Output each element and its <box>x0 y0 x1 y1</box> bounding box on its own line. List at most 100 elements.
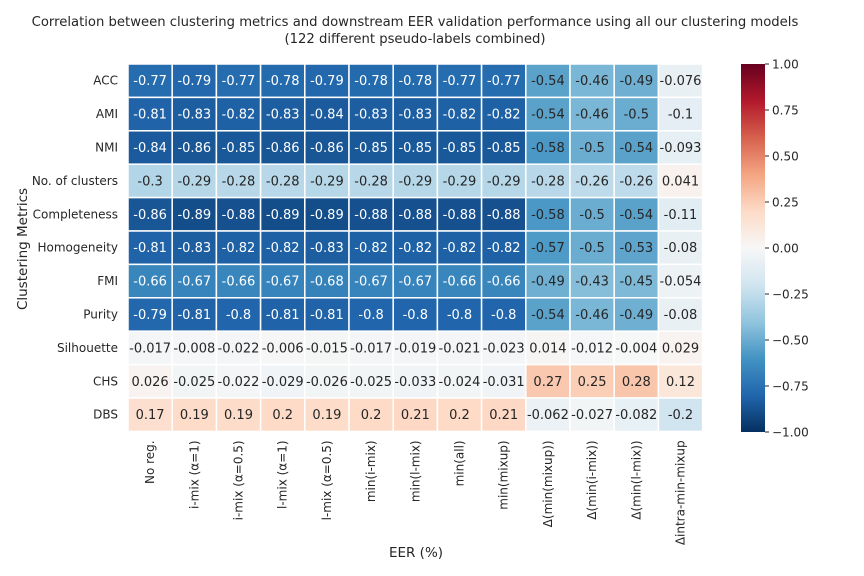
cell-value-label: 0.2 <box>272 408 293 423</box>
cell-value-label: 0.19 <box>224 408 253 423</box>
heatmap-cell <box>259 330 306 366</box>
column-label: l-mix (α=1) <box>276 440 290 509</box>
cell-value-label: -0.5 <box>579 208 604 223</box>
cell-value-label: -0.67 <box>177 275 211 290</box>
heatmap-cell <box>348 330 394 366</box>
row-label: Silhouette <box>57 341 118 355</box>
cell-value-label: -0.2 <box>668 408 693 423</box>
row-label: CHS <box>93 374 118 388</box>
cell-value-label: -0.85 <box>398 141 432 156</box>
cell-value-label: -0.81 <box>133 108 167 123</box>
cell-value-label: -0.019 <box>394 341 436 356</box>
cell-value-label: -0.08 <box>664 241 698 256</box>
cell-value-label: 0.12 <box>666 375 695 390</box>
heatmap-cell <box>171 397 218 433</box>
y-axis-label: Clustering Metrics <box>15 188 31 310</box>
cell-value-label: -0.85 <box>443 141 477 156</box>
row-label: NMI <box>95 141 118 155</box>
cell-value-label: -0.79 <box>310 74 344 89</box>
colorbar-tick-label: −0.50 <box>772 334 809 348</box>
cell-value-label: -0.46 <box>575 74 609 89</box>
cell-value-label: -0.82 <box>487 108 521 123</box>
heatmap-cell <box>259 397 306 433</box>
heatmap-cell <box>215 196 262 232</box>
cell-value-label: -0.81 <box>310 308 344 323</box>
cell-value-label: -0.77 <box>222 74 256 89</box>
cell-value-label: -0.29 <box>310 174 344 189</box>
cell-value-label: -0.81 <box>177 308 211 323</box>
column-label: i-mix (α=1) <box>187 440 201 509</box>
cell-value-label: -0.57 <box>531 241 565 256</box>
cell-value-label: -0.81 <box>133 241 167 256</box>
cell-value-label: -0.28 <box>222 174 256 189</box>
cell-value-label: -0.5 <box>624 108 649 123</box>
cell-value-label: -0.46 <box>575 108 609 123</box>
cell-value-label: -0.5 <box>579 141 604 156</box>
cell-value-label: -0.77 <box>133 74 167 89</box>
cell-value-label: -0.82 <box>398 241 432 256</box>
column-labels: No reg. i-mix (α=1) i-mix (α=0.5) l-mix (α=… <box>143 440 687 545</box>
cell-value-label: -0.054 <box>660 275 702 290</box>
heatmap-cell <box>613 330 660 366</box>
heatmap-cell <box>259 230 306 266</box>
cell-value-label: -0.66 <box>222 275 256 290</box>
cell-value-label: -0.83 <box>354 108 388 123</box>
cell-value-label: -0.11 <box>664 208 698 223</box>
heatmap-cell <box>348 96 394 132</box>
column-label: min(i-mix) <box>364 440 378 502</box>
heatmap-cell <box>569 263 615 299</box>
cell-value-label: -0.82 <box>443 108 477 123</box>
cell-value-label: -0.025 <box>173 375 215 390</box>
cell-value-label: -0.86 <box>266 141 300 156</box>
cell-value-label: -0.017 <box>129 341 171 356</box>
column-label: i-mix (α=0.5) <box>232 440 246 520</box>
colorbar-tick-label: −0.25 <box>772 288 809 302</box>
column-label: l-mix (α=0.5) <box>320 440 334 520</box>
heatmap-cell <box>525 63 571 99</box>
row-label: DBS <box>93 408 118 422</box>
heatmap-cell <box>215 363 262 399</box>
cell-value-label: -0.024 <box>439 375 481 390</box>
cell-value-label: -0.017 <box>350 341 392 356</box>
heatmap-cell <box>436 230 483 266</box>
cell-value-label: -0.28 <box>531 174 565 189</box>
heatmap-cell <box>525 230 571 266</box>
heatmap-cell <box>480 163 527 199</box>
cell-value-label: -0.46 <box>575 308 609 323</box>
heatmap-cell <box>127 130 173 165</box>
cell-value-label: -0.53 <box>619 241 653 256</box>
cell-value-label: -0.093 <box>660 141 702 156</box>
cell-value-label: -0.54 <box>531 308 565 323</box>
cell-value-label: -0.86 <box>133 208 167 223</box>
heatmap-cell <box>436 397 483 433</box>
cell-value-label: -0.43 <box>575 275 609 290</box>
cell-value-label: -0.88 <box>398 208 432 223</box>
cell-value-label: -0.82 <box>443 241 477 256</box>
heatmap-cell <box>480 397 527 433</box>
colorbar-tick-label: 1.00 <box>772 58 799 72</box>
heatmap-cell <box>480 230 527 266</box>
heatmap-cell <box>613 363 660 399</box>
heatmap-cell <box>392 397 439 433</box>
cell-value-label: -0.89 <box>310 208 344 223</box>
heatmap-cell <box>392 230 439 266</box>
cell-value-label: 0.25 <box>578 375 607 390</box>
colorbar-tick-label: −1.00 <box>772 426 809 440</box>
cell-value-label: 0.026 <box>131 375 168 390</box>
cell-value-label: -0.79 <box>177 74 211 89</box>
cell-value-label: 0.28 <box>622 375 651 390</box>
cell-value-label: -0.54 <box>531 108 565 123</box>
heatmap-cell <box>348 63 394 99</box>
heatmap-cell <box>348 163 394 199</box>
heatmap-cell <box>171 230 218 266</box>
cell-value-label: -0.86 <box>177 141 211 156</box>
heatmap-cell <box>525 130 571 165</box>
cell-value-label: 0.27 <box>533 375 562 390</box>
heatmap-cell <box>304 297 350 332</box>
cell-value-label: -0.28 <box>266 174 300 189</box>
cell-value-label: -0.49 <box>619 308 653 323</box>
cell-value-label: -0.85 <box>487 141 521 156</box>
cell-value-label: 0.2 <box>449 408 470 423</box>
cell-value-label: -0.77 <box>443 74 477 89</box>
